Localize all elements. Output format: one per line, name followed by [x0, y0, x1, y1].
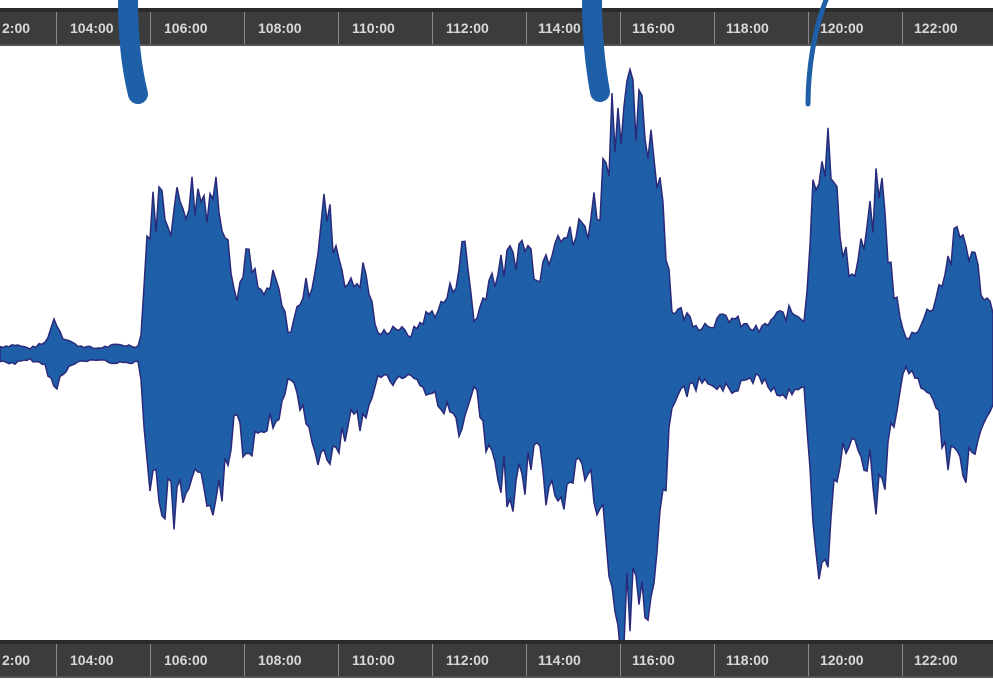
ruler-tick — [338, 644, 339, 676]
ruler-label: 114:00 — [538, 20, 581, 36]
waveform — [0, 66, 993, 659]
ruler-label: 114:00 — [538, 652, 581, 668]
ruler-label: 106:00 — [164, 652, 208, 668]
ruler-tick — [902, 12, 903, 44]
timeline-ruler-bottom[interactable]: 2:00 104:00 106:00 108:00 110:00 112:00 … — [0, 640, 993, 678]
ruler-tick — [526, 644, 527, 676]
ruler-tick — [432, 644, 433, 676]
timeline-ruler-top[interactable]: 2:00 104:00 106:00 108:00 110:00 112:00 … — [0, 8, 993, 46]
ruler-tick — [150, 12, 151, 44]
waveform-envelope — [0, 66, 993, 659]
ruler-tick — [338, 12, 339, 44]
ruler-label: 122:00 — [914, 652, 958, 668]
ruler-tick — [714, 12, 715, 44]
ruler-label: 118:00 — [726, 652, 769, 668]
ruler-tick — [714, 644, 715, 676]
ruler-tick — [432, 12, 433, 44]
ruler-tick — [56, 644, 57, 676]
ruler-label: 104:00 — [70, 652, 114, 668]
ruler-label: 110:00 — [352, 20, 395, 36]
ruler-tick — [56, 12, 57, 44]
ruler-tick — [620, 644, 621, 676]
ruler-label: 120:00 — [820, 20, 864, 36]
ruler-label: 2:00 — [2, 20, 31, 36]
ruler-label: 108:00 — [258, 20, 302, 36]
ruler-label: 112:00 — [446, 652, 489, 668]
ruler-label: 116:00 — [632, 652, 675, 668]
ruler-tick — [902, 644, 903, 676]
ruler-tick — [808, 12, 809, 44]
ruler-label: 2:00 — [2, 652, 31, 668]
ruler-label: 110:00 — [352, 652, 395, 668]
ruler-label: 120:00 — [820, 652, 864, 668]
ruler-label: 122:00 — [914, 20, 958, 36]
ruler-tick — [244, 644, 245, 676]
ruler-tick — [150, 644, 151, 676]
ruler-label: 118:00 — [726, 20, 769, 36]
ruler-label: 116:00 — [632, 20, 675, 36]
ruler-label: 106:00 — [164, 20, 208, 36]
ruler-label: 112:00 — [446, 20, 489, 36]
ruler-tick — [620, 12, 621, 44]
ruler-label: 108:00 — [258, 652, 302, 668]
waveform-area[interactable] — [0, 44, 993, 659]
ruler-tick — [526, 12, 527, 44]
ruler-tick — [244, 12, 245, 44]
ruler-label: 104:00 — [70, 20, 114, 36]
ruler-tick — [808, 644, 809, 676]
